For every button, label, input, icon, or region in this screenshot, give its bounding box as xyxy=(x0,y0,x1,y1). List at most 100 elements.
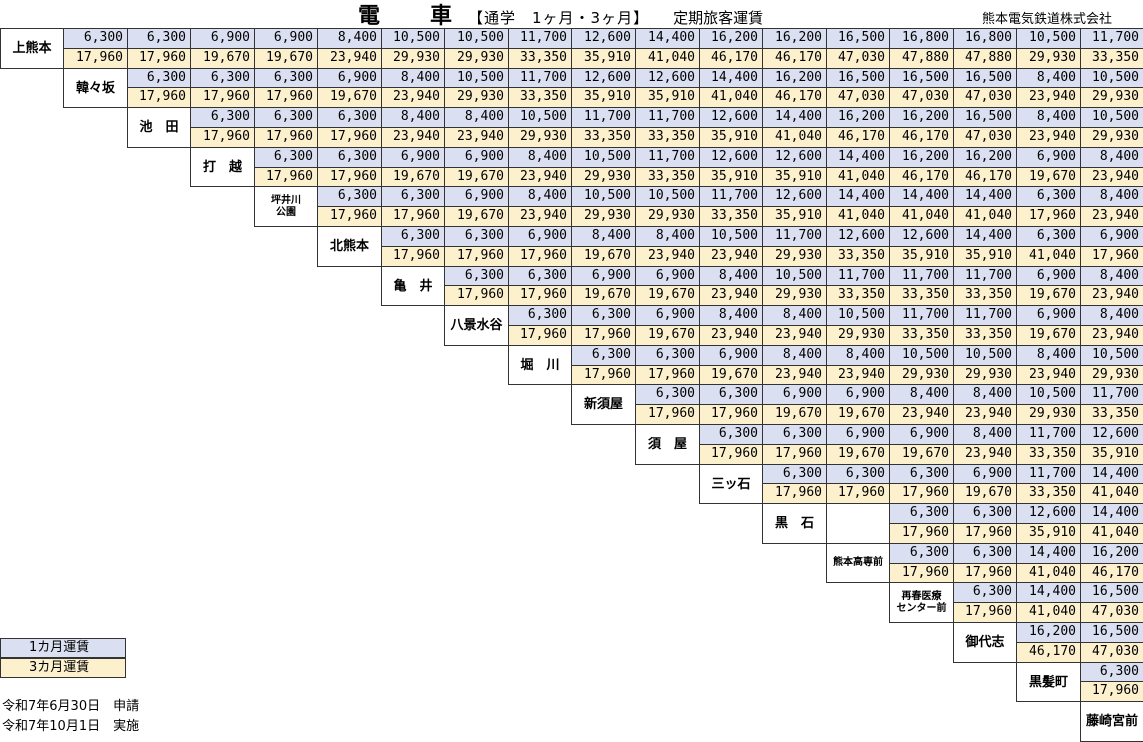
fare-1month-cell: 10,500 xyxy=(444,68,509,88)
fare-1month-cell: 16,800 xyxy=(953,28,1017,49)
fare-1month-cell: 10,500 xyxy=(381,28,445,49)
station-label: 上熊本 xyxy=(0,28,64,69)
fare-3month-cell: 17,960 xyxy=(190,87,255,108)
fare-3month-cell: 17,960 xyxy=(254,87,318,108)
fare-3month-cell: 47,880 xyxy=(953,48,1017,69)
fare-3month-cell: 23,940 xyxy=(762,325,827,346)
fare-1month-cell: 12,600 xyxy=(699,107,763,128)
fare-3month-cell: 33,350 xyxy=(1016,444,1081,465)
fare-3month-cell: 17,960 xyxy=(508,246,572,267)
fare-1month-cell: 14,400 xyxy=(826,186,890,207)
fare-1month-cell: 6,900 xyxy=(190,28,255,49)
fare-3month-cell: 17,960 xyxy=(953,563,1017,583)
fare-3month-cell: 33,350 xyxy=(571,127,636,148)
fare-3month-cell: 29,930 xyxy=(444,87,509,108)
fare-3month-cell: 17,960 xyxy=(762,444,827,465)
fare-3month-cell: 33,350 xyxy=(889,285,954,306)
fare-3month-cell: 33,350 xyxy=(635,127,700,148)
station-label: 亀 井 xyxy=(381,266,445,306)
fare-3month-cell: 41,040 xyxy=(699,87,763,108)
fare-3month-cell: 29,930 xyxy=(1016,404,1081,425)
fare-3month-cell: 17,960 xyxy=(699,444,763,465)
fare-3month-cell: 33,350 xyxy=(953,285,1017,306)
fare-1month-cell: 14,400 xyxy=(953,226,1017,247)
fare-3month-cell: 23,940 xyxy=(1080,167,1143,187)
fare-3month-cell: 46,170 xyxy=(762,87,827,108)
fare-3month-cell: 19,670 xyxy=(826,404,890,425)
fare-1month-cell: 6,300 xyxy=(889,543,954,564)
fare-1month-cell: 11,700 xyxy=(889,266,954,286)
fare-3month-cell: 35,910 xyxy=(571,87,636,108)
fare-1month-cell: 8,400 xyxy=(1016,107,1081,128)
fare-1month-cell: 6,300 xyxy=(571,305,636,326)
fare-3month-cell: 19,670 xyxy=(826,444,890,465)
fare-3month-cell: 19,670 xyxy=(254,48,318,69)
fare-1month-cell: 6,900 xyxy=(1016,147,1081,168)
fare-3month-cell: 29,930 xyxy=(508,127,572,148)
fare-1month-cell: 11,700 xyxy=(1080,28,1143,49)
fare-3month-cell: 17,960 xyxy=(635,365,700,385)
fare-1month-cell: 14,400 xyxy=(762,107,827,128)
fare-3month-cell: 23,940 xyxy=(508,167,572,187)
page-title: 電 車【通学 1ヶ月・3ヶ月】 定期旅客運賃 xyxy=(358,0,763,29)
fare-1month-cell: 10,500 xyxy=(1080,68,1143,88)
fare-1month-cell: 8,400 xyxy=(889,384,954,405)
fare-1month-cell: 14,400 xyxy=(1080,503,1143,524)
fare-3month-cell: 23,940 xyxy=(508,206,572,227)
fare-1month-cell: 6,300 xyxy=(635,384,700,405)
fare-1month-cell: 10,500 xyxy=(444,28,509,49)
fare-1month-cell: 6,300 xyxy=(381,186,445,207)
fare-1month-cell: 12,600 xyxy=(889,226,954,247)
fare-1month-cell: 8,400 xyxy=(1016,68,1081,88)
fare-3month-cell: 47,030 xyxy=(953,127,1017,148)
fare-3month-cell: 35,910 xyxy=(571,48,636,69)
fare-1month-cell: 6,300 xyxy=(762,424,827,445)
fare-1month-cell: 16,200 xyxy=(1016,622,1081,643)
fare-3month-cell: 23,940 xyxy=(1016,87,1081,108)
fare-1month-cell: 8,400 xyxy=(508,186,572,207)
fare-1month-cell: 8,400 xyxy=(381,68,445,88)
fare-1month-cell: 12,600 xyxy=(1016,503,1081,524)
fare-1month-cell: 6,300 xyxy=(381,226,445,247)
fare-3month-cell: 23,940 xyxy=(381,127,445,148)
fare-3month-cell: 17,960 xyxy=(317,127,382,148)
fare-3month-cell: 41,040 xyxy=(953,206,1017,227)
fare-3month-cell: 17,960 xyxy=(635,404,700,425)
fare-3month-cell: 23,940 xyxy=(444,127,509,148)
fare-3month-cell: 17,960 xyxy=(762,483,827,504)
fare-1month-cell: 10,500 xyxy=(1016,28,1081,49)
fare-3month-cell: 41,040 xyxy=(1016,563,1081,583)
fare-1month-cell: 10,500 xyxy=(699,226,763,247)
fare-3month-cell: 35,910 xyxy=(889,246,954,267)
fare-3month-cell: 41,040 xyxy=(635,48,700,69)
fare-3month-cell: 29,930 xyxy=(1080,365,1143,385)
fare-3month-cell: 17,960 xyxy=(381,206,445,227)
fare-1month-cell: 8,400 xyxy=(1080,186,1143,207)
fare-3month-cell: 29,930 xyxy=(1016,48,1081,69)
fare-1month-cell: 6,300 xyxy=(63,28,128,49)
fare-1month-cell: 6,900 xyxy=(1016,305,1081,326)
fare-1month-cell: 6,300 xyxy=(571,345,636,366)
fare-1month-cell: 11,700 xyxy=(1080,384,1143,405)
fare-1month-cell: 16,500 xyxy=(889,68,954,88)
fare-1month-cell: 6,300 xyxy=(1016,226,1081,247)
fare-1month-cell: 11,700 xyxy=(699,186,763,207)
fare-1month-cell: 6,900 xyxy=(635,305,700,326)
fare-3month-cell: 19,670 xyxy=(699,365,763,385)
fare-1month-cell: 16,200 xyxy=(1080,543,1143,564)
fare-3month-cell: 46,170 xyxy=(889,167,954,187)
fare-3month-cell: 33,350 xyxy=(508,87,572,108)
fare-1month-cell: 8,400 xyxy=(699,305,763,326)
fare-3month-cell: 23,940 xyxy=(381,87,445,108)
fare-3month-cell: 17,960 xyxy=(63,48,128,69)
legend-three-month: 3カ月運賃 xyxy=(0,658,126,678)
fare-1month-cell: 8,400 xyxy=(953,424,1017,445)
fare-1month-cell: 11,700 xyxy=(953,266,1017,286)
fare-3month-cell: 17,960 xyxy=(889,483,954,504)
fare-1month-cell: 11,700 xyxy=(762,226,827,247)
fare-3month-cell: 29,930 xyxy=(1080,87,1143,108)
fare-3month-cell: 19,670 xyxy=(1016,285,1081,306)
fare-1month-cell: 11,700 xyxy=(1016,464,1081,484)
fare-3month-cell: 23,940 xyxy=(1080,206,1143,227)
fare-1month-cell: 6,300 xyxy=(444,266,509,286)
